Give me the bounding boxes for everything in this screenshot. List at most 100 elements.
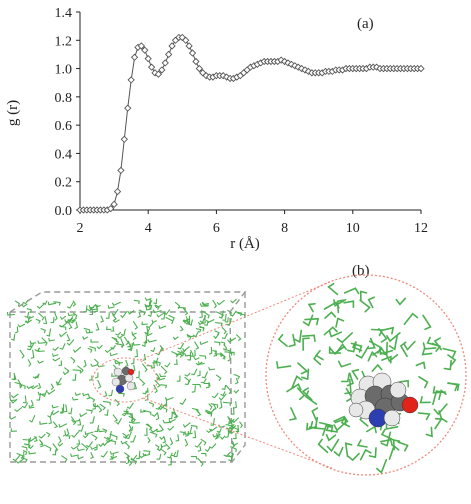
solvent-molecule xyxy=(86,304,96,312)
solvent-molecule xyxy=(43,444,52,452)
solvent-molecule xyxy=(286,383,302,393)
solvent-molecule xyxy=(153,298,158,305)
solvent-molecule xyxy=(214,341,221,346)
solvent-molecule xyxy=(151,319,157,324)
solvent-molecule xyxy=(22,449,28,456)
solvent-molecule xyxy=(29,340,37,344)
solvent-molecule xyxy=(192,383,202,388)
solvent-molecule xyxy=(124,441,131,450)
solvent-molecule xyxy=(114,360,123,365)
solvent-molecule xyxy=(222,401,231,406)
solvent-molecule xyxy=(86,393,91,400)
solvent-molecule xyxy=(169,437,174,446)
solvent-molecule xyxy=(53,301,61,306)
box-solute-molecule xyxy=(111,366,136,394)
solvent-molecule xyxy=(201,301,209,306)
solvent-molecule xyxy=(67,316,74,322)
solvent-molecule xyxy=(174,359,178,365)
solvent-molecule xyxy=(141,363,148,373)
x-tick-label: 2 xyxy=(77,221,84,236)
solvent-molecule xyxy=(153,384,158,394)
solvent-molecule xyxy=(288,333,296,348)
solvent-molecule xyxy=(138,309,146,316)
solvent-molecule xyxy=(152,362,158,367)
y-tick-group: 0.0 0.2 0.4 0.6 0.8 1.0 1.2 1.4 xyxy=(55,6,80,219)
solvent-molecule xyxy=(73,346,82,353)
solvent-molecule xyxy=(77,365,84,374)
solvent-molecule xyxy=(164,396,174,401)
solvent-molecule xyxy=(126,413,133,417)
y-tick-label: 1.4 xyxy=(55,6,73,21)
solvent-molecule xyxy=(85,441,94,448)
solvent-molecule xyxy=(185,316,190,325)
solvent-molecule xyxy=(395,297,407,306)
solvent-molecule xyxy=(174,301,181,309)
solvent-molecule xyxy=(204,446,211,453)
solvent-molecule xyxy=(14,326,19,334)
solvent-molecule xyxy=(380,431,392,447)
solvent-molecule xyxy=(149,431,158,438)
rdf-point xyxy=(107,204,115,213)
rdf-point xyxy=(161,59,169,67)
solvent-molecule xyxy=(191,385,196,393)
solvent-molecule xyxy=(159,373,167,377)
solvent-molecule xyxy=(132,334,137,341)
solvent-molecule xyxy=(376,458,388,474)
solvent-molecule xyxy=(11,334,16,341)
rdf-point xyxy=(110,200,118,208)
solvent-molecule xyxy=(21,384,26,390)
solvent-molecule xyxy=(114,398,120,407)
solvent-molecule xyxy=(337,360,352,368)
box-top-edge xyxy=(9,291,247,313)
solvent-molecule xyxy=(23,395,27,404)
solvent-molecule xyxy=(417,412,431,421)
solvent-molecule xyxy=(307,302,316,313)
solvent-molecule xyxy=(102,400,111,406)
panel-label-b: (b) xyxy=(352,263,370,279)
solvent-molecule xyxy=(47,301,57,306)
solvent-molecule xyxy=(37,382,42,390)
solvent-molecule xyxy=(225,431,230,438)
solvent-molecule xyxy=(197,445,202,452)
solvent-molecule xyxy=(434,417,448,430)
solvent-molecule xyxy=(70,356,76,364)
solvent-molecule xyxy=(90,446,98,450)
solvent-molecule xyxy=(63,367,70,374)
solvent-molecule xyxy=(333,415,349,423)
y-tick-label: 1.0 xyxy=(55,63,73,78)
solvent-molecule xyxy=(81,443,89,452)
solvent-molecule xyxy=(184,376,190,384)
solvent-molecule xyxy=(215,322,223,327)
solvent-molecule xyxy=(230,446,237,453)
solvent-molecule xyxy=(120,328,126,337)
solvent-molecule xyxy=(127,310,135,315)
solvent-molecule xyxy=(372,347,387,356)
solvent-molecule xyxy=(235,334,242,342)
rdf-point xyxy=(124,104,132,112)
zoom-guide-lines xyxy=(92,281,333,469)
solvent-molecule xyxy=(165,316,174,325)
solvent-molecule xyxy=(10,398,18,404)
solvent-molecule xyxy=(138,378,146,386)
solvent-molecule xyxy=(173,449,179,458)
x-tick-group: 2 4 6 8 10 12 xyxy=(77,210,428,236)
solvent-molecule xyxy=(111,336,118,343)
rdf-point xyxy=(144,55,152,63)
solvent-molecule xyxy=(112,314,117,321)
solvent-molecule xyxy=(145,306,152,311)
solvent-molecule xyxy=(109,454,114,460)
solvent-molecule xyxy=(60,407,64,414)
panel-label-a: (a) xyxy=(357,16,374,32)
solvent-molecule xyxy=(22,457,28,463)
solvent-molecule xyxy=(144,303,153,308)
solvent-molecule xyxy=(371,363,383,372)
rdf-point xyxy=(188,49,197,57)
rdf-series-line xyxy=(80,37,421,211)
solvent-molecule xyxy=(98,442,104,448)
solvent-molecule xyxy=(70,453,80,458)
solvent-molecule xyxy=(323,326,338,336)
solvent-molecule xyxy=(111,309,119,316)
solvent-molecule xyxy=(228,452,234,458)
box-solvent-molecules xyxy=(6,297,246,467)
